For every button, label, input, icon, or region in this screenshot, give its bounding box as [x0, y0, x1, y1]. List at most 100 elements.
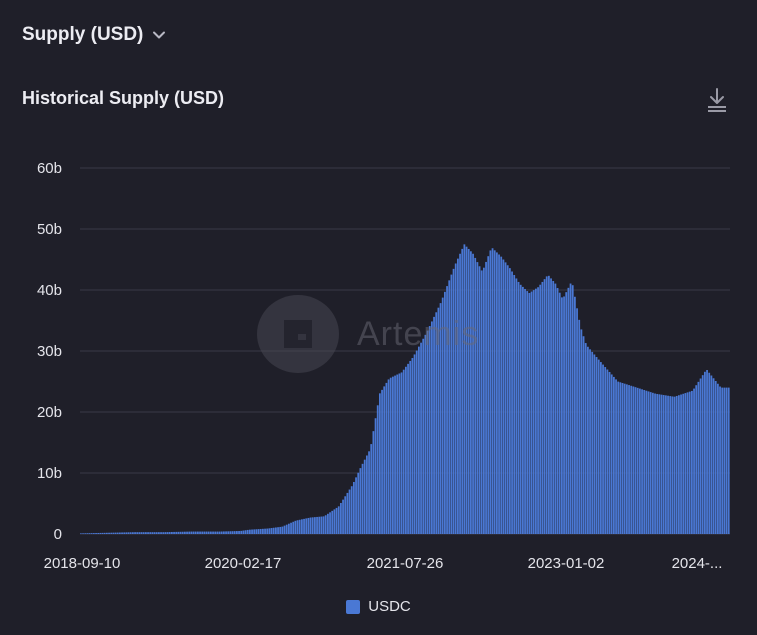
bar-usdc	[665, 395, 667, 534]
bar-usdc	[259, 528, 262, 534]
bar-usdc	[121, 532, 123, 534]
bar-usdc	[268, 528, 271, 534]
bar-usdc	[543, 279, 546, 534]
bar-usdc	[392, 376, 394, 534]
bar-usdc	[177, 531, 180, 534]
bar-usdc	[654, 393, 656, 534]
bar-usdc	[496, 252, 498, 534]
bar-usdc	[290, 522, 292, 534]
metric-dropdown-label: Supply (USD)	[22, 24, 144, 45]
metric-dropdown[interactable]: Supply (USD)	[22, 24, 167, 46]
bar-usdc	[181, 531, 184, 534]
bar-usdc	[372, 431, 375, 534]
bar-usdc	[223, 531, 225, 534]
bar-usdc	[318, 516, 321, 534]
bar-usdc	[574, 296, 576, 534]
bar-usdc	[331, 510, 334, 534]
bar-usdc	[359, 468, 362, 534]
bar-usdc	[530, 291, 533, 534]
bar-usdc	[500, 256, 503, 534]
bar-usdc	[407, 363, 409, 534]
bar-usdc	[283, 525, 286, 534]
bar-usdc	[155, 532, 158, 534]
bar-usdc	[610, 374, 613, 534]
bar-usdc	[554, 283, 557, 534]
bar-usdc	[164, 532, 167, 534]
bar-usdc	[207, 531, 210, 534]
bar-usdc	[548, 275, 550, 534]
bar-usdc	[110, 532, 113, 534]
bar-usdc	[186, 531, 188, 534]
legend[interactable]: USDC	[0, 598, 757, 615]
bar-usdc	[511, 271, 513, 534]
bar-usdc	[682, 393, 685, 534]
bar-usdc	[684, 393, 687, 534]
bar-usdc	[82, 533, 84, 534]
bar-usdc	[587, 346, 589, 534]
bar-usdc	[563, 296, 565, 534]
bar-usdc	[717, 383, 719, 534]
bar-usdc	[454, 263, 457, 534]
bar-usdc	[725, 387, 728, 534]
bar-usdc	[93, 533, 95, 534]
bar-usdc	[591, 351, 594, 534]
bar-usdc	[483, 267, 485, 534]
bar-usdc	[524, 288, 526, 534]
bar-usdc	[602, 364, 604, 534]
bar-usdc	[114, 532, 117, 534]
bar-usdc	[567, 287, 570, 534]
bar-usdc	[106, 532, 108, 534]
download-icon[interactable]	[704, 86, 730, 114]
bar-usdc	[129, 532, 132, 534]
bar-usdc	[103, 532, 106, 534]
bar-usdc	[491, 248, 494, 535]
bar-usdc	[691, 390, 693, 534]
bar-usdc	[305, 518, 308, 534]
bar-usdc	[584, 343, 587, 534]
bar-usdc	[394, 375, 396, 534]
bar-usdc	[561, 297, 563, 534]
bar-usdc	[171, 531, 173, 534]
bar-usdc	[86, 533, 89, 534]
bar-usdc	[396, 374, 399, 534]
bar-usdc	[526, 291, 529, 534]
bar-usdc	[188, 531, 191, 534]
bar-usdc	[335, 507, 338, 534]
bar-usdc	[316, 516, 318, 534]
bar-usdc	[379, 393, 381, 534]
bar-usdc	[428, 326, 431, 534]
bar-usdc	[619, 382, 622, 534]
bar-usdc	[322, 516, 325, 534]
bar-usdc	[389, 377, 392, 534]
bar-usdc	[647, 391, 650, 534]
bar-usdc	[580, 329, 583, 534]
bar-usdc	[311, 517, 314, 534]
bar-usdc	[277, 527, 279, 534]
bar-usdc	[279, 526, 282, 534]
bar-usdc	[398, 373, 401, 534]
bar-usdc	[383, 386, 386, 534]
bar-usdc	[418, 346, 420, 534]
bar-usdc	[272, 527, 275, 534]
bar-usdc	[528, 292, 531, 534]
bar-usdc	[437, 307, 440, 534]
bar-usdc	[422, 338, 425, 534]
bar-usdc	[361, 463, 364, 534]
x-tick-label: 2023-01-02	[528, 555, 605, 572]
bar-usdc	[275, 527, 277, 534]
bar-usdc	[236, 531, 238, 534]
bar-usdc	[231, 531, 234, 534]
bar-usdc	[88, 533, 91, 534]
y-tick-label: 30b	[37, 343, 62, 360]
bar-usdc	[433, 316, 435, 534]
legend-label-usdc: USDC	[368, 598, 411, 615]
bar-usdc	[513, 274, 516, 534]
y-tick-label: 20b	[37, 404, 62, 421]
bar-usdc	[266, 528, 269, 534]
bar-usdc	[363, 459, 366, 534]
bar-usdc	[175, 531, 178, 534]
chart-title: Historical Supply (USD)	[22, 88, 225, 108]
bar-usdc	[470, 251, 472, 534]
bar-usdc	[194, 531, 197, 534]
bar-usdc	[179, 531, 182, 534]
